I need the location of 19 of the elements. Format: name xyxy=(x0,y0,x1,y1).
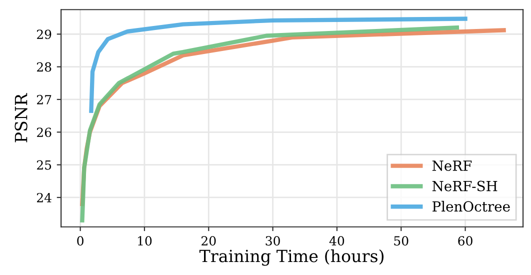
y-axis-title: PSNR xyxy=(14,92,28,142)
legend-label: NeRF xyxy=(432,160,472,171)
x-axis-title: Training Time (hours) xyxy=(199,249,384,266)
y-tick-label: 27 xyxy=(36,94,52,104)
x-tick-label: 30 xyxy=(266,236,280,246)
x-tick-label: 10 xyxy=(138,236,152,246)
y-tick-label: 24 xyxy=(36,192,52,202)
y-tick-label: 25 xyxy=(36,160,52,170)
legend-label: PlenOctree xyxy=(432,200,510,212)
y-tick-label: 26 xyxy=(36,128,52,138)
x-tick-label: 20 xyxy=(202,236,216,246)
line-series xyxy=(89,16,468,113)
x-tick-label: 40 xyxy=(329,236,344,246)
y-tick-label: 29 xyxy=(36,30,52,40)
x-tick-label: 50 xyxy=(394,236,408,246)
legend-label: NeRF-SH xyxy=(432,180,498,192)
x-tick-label: 0 xyxy=(77,236,84,246)
y-tick-label: 28 xyxy=(36,62,52,72)
x-tick-label: 60 xyxy=(458,236,472,246)
